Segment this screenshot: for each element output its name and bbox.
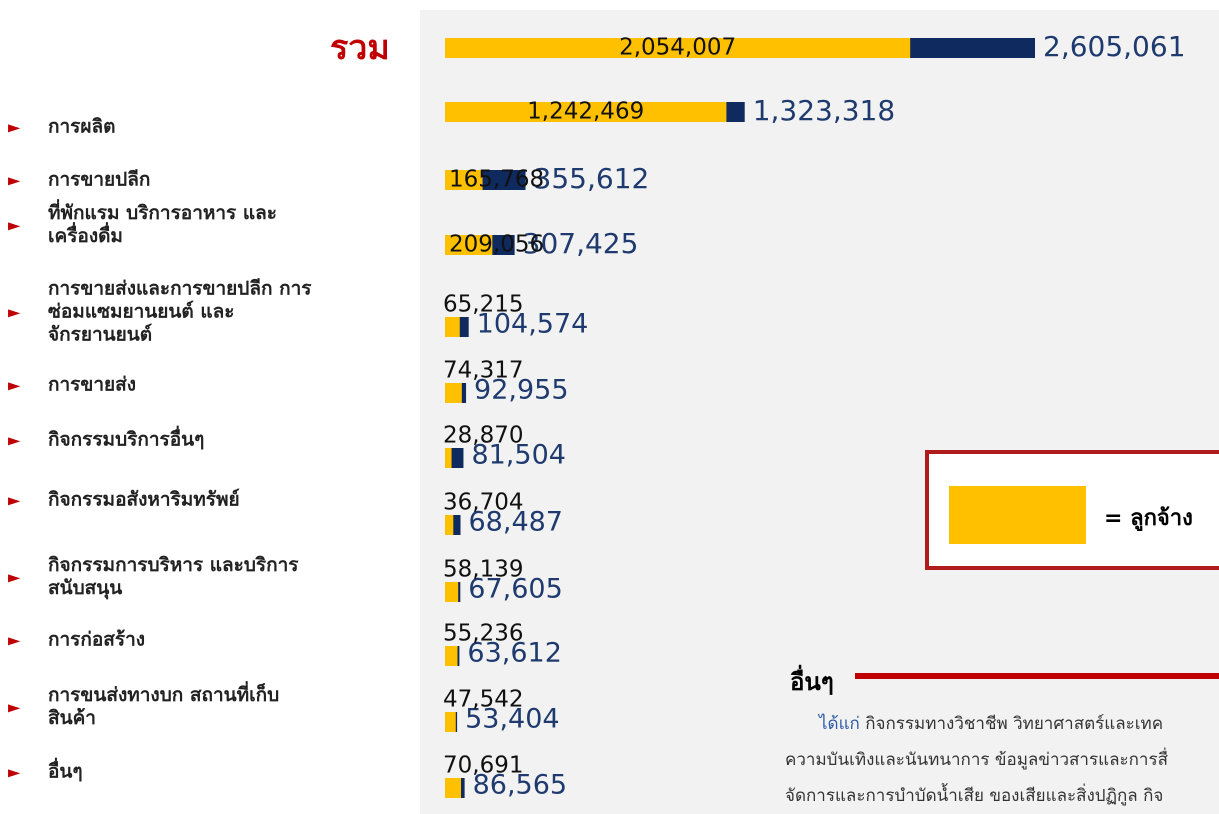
legend-label: = ลูกจ้าง [1104, 506, 1193, 531]
total-value-label: 67,605 [468, 574, 562, 605]
employee-bar [445, 515, 454, 535]
employee-bar [445, 383, 462, 403]
employee-bar [445, 448, 452, 468]
marker: ► [8, 302, 21, 322]
category-label: กิจกรรมอสังหาริมทรัพย์ [48, 488, 240, 511]
note-title: อื่นๆ [790, 668, 834, 696]
employee-value-label: 1,242,469 [527, 99, 644, 125]
employee-bar [445, 170, 483, 190]
marker: ► [8, 170, 21, 190]
employee-value-label: 209,056 [449, 232, 544, 258]
employee-bar [445, 712, 456, 732]
note-line-text: กิจกรรมทางวิชาชีพ วิทยาศาสตร์และเทค [859, 714, 1164, 734]
employee-value-label: 65,215 [443, 292, 523, 318]
category-label: กิจกรรมบริการอื่นๆ [48, 428, 205, 451]
marker: ► [8, 567, 21, 587]
category-label: กิจกรรมการบริหาร และบริการสนับสนุน [48, 554, 299, 599]
employee-value-label: 28,870 [443, 423, 523, 449]
marker: ► [8, 697, 21, 717]
employee-value-label: 58,139 [443, 557, 523, 583]
category-label: การก่อสร้าง [48, 628, 146, 651]
employee-value-label: 2,054,007 [619, 35, 736, 61]
employee-value-label: 36,704 [443, 490, 523, 516]
marker: ► [8, 117, 21, 137]
marker: ► [8, 430, 21, 450]
category-label: การขนส่งทางบก สถานที่เก็บสินค้า [48, 684, 280, 729]
total-value-label: 92,955 [474, 375, 568, 406]
employee-bar [445, 38, 911, 58]
total-value-label: 81,504 [471, 440, 565, 471]
total-value-label: 68,487 [469, 507, 563, 538]
total-value-label: 53,404 [465, 704, 559, 735]
note-lead: ได้แก่ [819, 714, 860, 734]
employee-value-label: 165,768 [449, 167, 544, 193]
divider [855, 673, 1219, 679]
employee-value-label: 70,691 [443, 753, 523, 779]
note-line: ความบันเทิงและนันทนาการ ข้อมูลข่าวสารและ… [785, 750, 1168, 770]
total-value-label: 307,425 [523, 227, 639, 260]
note-line: ได้แก่ กิจกรรมทางวิชาชีพ วิทยาศาสตร์และเ… [785, 706, 1219, 742]
category-label: การขายปลีก [48, 168, 151, 191]
total-label: รวม [330, 28, 390, 68]
marker: ► [8, 490, 21, 510]
total-value-label: 63,612 [467, 638, 561, 669]
employee-value-label: 47,542 [443, 687, 523, 713]
marker: ► [8, 630, 21, 650]
legend: = ลูกจ้าง [925, 450, 1219, 570]
employee-bar [445, 582, 459, 602]
employee-bar [445, 317, 460, 337]
total-value-label: 355,612 [534, 162, 650, 195]
category-label: ที่พักแรม บริการอาหาร และเครื่องดื่ม [48, 202, 277, 247]
legend-swatch [949, 486, 1086, 544]
employee-bar [445, 102, 727, 122]
employee-value-label: 74,317 [443, 358, 523, 384]
employee-bar [445, 778, 462, 798]
category-label: อื่นๆ [48, 760, 83, 783]
marker: ► [8, 762, 21, 782]
total-value-label: 104,574 [477, 309, 589, 340]
total-value-label: 86,565 [473, 770, 567, 801]
total-value-label: 1,323,318 [753, 94, 896, 127]
marker: ► [8, 215, 21, 235]
panel [420, 10, 1219, 814]
employee-value-label: 55,236 [443, 621, 523, 647]
employee-bar [445, 646, 458, 666]
note-line: จัดการและการบำบัดน้ำเสีย ของเสียและสิ่งป… [785, 786, 1164, 806]
category-label: การขายส่งและการขายปลีก การซ่อมแซมยานยนต์… [48, 277, 312, 346]
category-label: การขายส่ง [48, 373, 137, 396]
employee-bar [445, 235, 493, 255]
total-value-label: 2,605,061 [1043, 30, 1186, 63]
category-label: การผลิต [48, 115, 116, 138]
note-text: ได้แก่ กิจกรรมทางวิชาชีพ วิทยาศาสตร์และเ… [785, 706, 1219, 814]
marker: ► [8, 375, 21, 395]
